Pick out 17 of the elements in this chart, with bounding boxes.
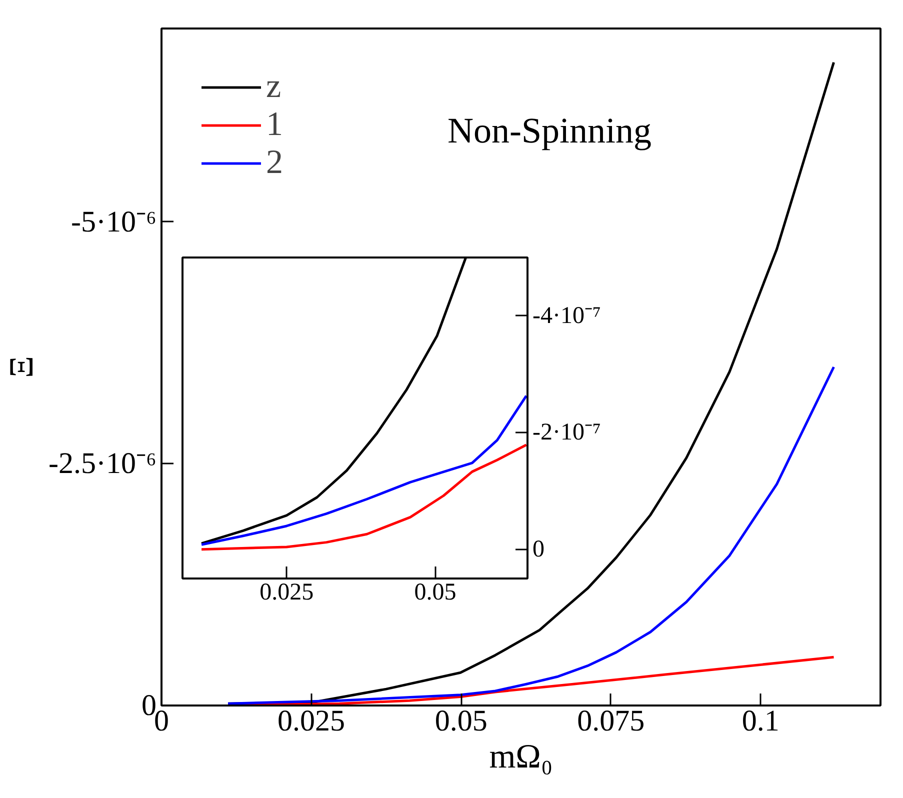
x-axis-title: mΩ₀ — [489, 738, 553, 776]
x-tick-label: 0.05 — [434, 704, 488, 738]
x-tick-label: 0.05 — [414, 580, 456, 606]
y-tick-label: 0 — [532, 536, 544, 562]
y-tick-label: -5·10⁻⁶ — [71, 205, 157, 238]
y-tick-label: -2.5·10⁻⁶ — [48, 447, 157, 480]
legend-label: 1 — [266, 106, 284, 144]
x-tick-label: 0.025 — [278, 704, 346, 738]
x-tick-label: 0.025 — [260, 580, 314, 606]
y-axis-title: Ξ — [4, 356, 41, 378]
annotation: Non-Spinning — [448, 110, 652, 150]
y-tick-label: -2·10⁻⁷ — [532, 420, 601, 446]
legend-label: z — [266, 68, 282, 106]
legend-label: 2 — [266, 144, 284, 182]
y-tick-label: -4·10⁻⁷ — [532, 302, 601, 329]
x-tick-label: 0.1 — [742, 704, 780, 738]
x-tick-label: 0.075 — [577, 704, 645, 738]
